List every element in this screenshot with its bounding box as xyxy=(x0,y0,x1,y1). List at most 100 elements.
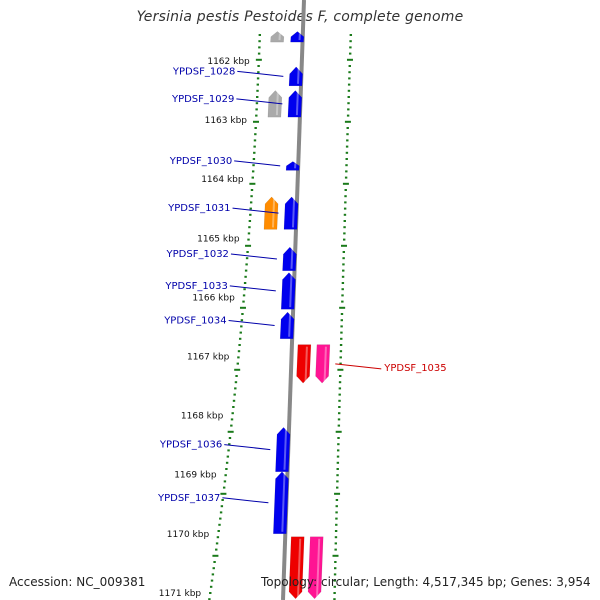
accession-text: Accession: NC_009381 xyxy=(9,575,146,589)
right-guide-tick xyxy=(336,449,340,452)
left-guide-tick xyxy=(239,306,246,309)
right-guide-tick xyxy=(345,158,348,160)
gene-arrow[interactable] xyxy=(287,90,303,118)
left-guide-tick xyxy=(209,592,212,594)
right-guide-tick xyxy=(339,344,343,346)
gene-arrow[interactable] xyxy=(315,344,331,384)
left-guide-tick xyxy=(215,542,219,545)
gene-highlight xyxy=(283,429,288,470)
left-guide-tick xyxy=(247,232,251,235)
left-guide-tick xyxy=(232,399,236,402)
gene-arrow[interactable] xyxy=(282,246,297,272)
left-guide-tick xyxy=(213,561,216,563)
right-guide-tick xyxy=(348,65,351,67)
gene-arrow[interactable] xyxy=(273,471,289,535)
gene-label[interactable]: YPDSF_1032 xyxy=(166,249,229,260)
gene-arrow[interactable] xyxy=(263,196,279,230)
left-guide-tick xyxy=(240,319,244,322)
left-guide-tick xyxy=(252,164,255,167)
right-guide-tick xyxy=(336,468,339,470)
ruler-label: 1169 kbp xyxy=(174,471,217,481)
left-guide-tick xyxy=(257,52,261,55)
gene-arrow[interactable] xyxy=(288,66,303,87)
right-guide-tick xyxy=(342,182,349,185)
left-guide-tick xyxy=(249,182,256,185)
left-guide-tick xyxy=(245,244,252,247)
gene-arrow[interactable] xyxy=(296,344,312,384)
right-guide-tick xyxy=(341,282,345,284)
left-guide-tick xyxy=(231,412,234,415)
gene-label[interactable]: YPDSF_1031 xyxy=(167,203,230,214)
gene-label-line xyxy=(232,207,279,214)
right-guide-tick xyxy=(336,486,339,489)
left-guide-tick xyxy=(252,120,259,123)
gene-label-line xyxy=(335,363,382,370)
ruler-label: 1164 kbp xyxy=(201,175,244,185)
right-guide-tick xyxy=(342,263,345,266)
gene-label[interactable]: YPDSF_1030 xyxy=(169,156,232,167)
gene-arrow[interactable] xyxy=(270,31,285,43)
left-guide-tick xyxy=(220,505,224,508)
gene-highlight xyxy=(290,249,294,269)
gene-label-line xyxy=(229,285,276,292)
gene-arrow[interactable] xyxy=(267,90,283,118)
right-guide-tick xyxy=(334,561,337,563)
gene-highlight xyxy=(316,538,321,597)
gene-label[interactable]: YPDSF_1029 xyxy=(171,94,234,105)
right-guide-tick xyxy=(346,114,350,117)
gene-highlight xyxy=(281,473,286,532)
gene-arrow[interactable] xyxy=(275,427,291,472)
left-guide-tick xyxy=(242,294,246,297)
left-guide-tick xyxy=(251,176,254,179)
right-guide-tick xyxy=(334,492,341,495)
right-guide-tick xyxy=(349,34,353,36)
right-guide-tick xyxy=(333,585,336,588)
right-guide-tick xyxy=(344,195,347,198)
left-guide-tick xyxy=(228,437,232,439)
right-guide-tick xyxy=(336,480,339,483)
right-guide-tick xyxy=(341,288,344,291)
left-guide-tick xyxy=(221,499,224,501)
left-guide-tick xyxy=(225,461,229,464)
right-guide-tick xyxy=(344,189,347,191)
right-guide-tick xyxy=(333,598,336,600)
gene-label-line xyxy=(228,319,275,326)
gene-label[interactable]: YPDSF_1037 xyxy=(157,493,220,504)
right-guide-tick xyxy=(335,517,338,520)
gene-arrow[interactable] xyxy=(280,272,296,310)
left-guide-tick xyxy=(256,83,260,86)
gene-arrow[interactable] xyxy=(285,161,300,171)
gene-highlight xyxy=(275,92,279,116)
left-guide-tick xyxy=(243,282,247,284)
gene-arrow[interactable] xyxy=(288,536,305,600)
gene-label-line xyxy=(236,98,283,105)
right-guide-tick xyxy=(347,89,351,92)
right-guide-tick xyxy=(334,548,337,551)
gene-label[interactable]: YPDSF_1034 xyxy=(163,315,226,326)
right-guide-tick xyxy=(347,96,350,98)
gene-arrow[interactable] xyxy=(307,536,324,600)
right-guide-tick xyxy=(346,139,349,142)
left-guide-tick xyxy=(222,486,226,489)
left-guide-tick xyxy=(238,344,241,346)
gene-label[interactable]: YPDSF_1028 xyxy=(172,66,235,77)
left-guide-tick xyxy=(218,523,221,526)
gene-arrow[interactable] xyxy=(290,31,305,43)
ruler-label: 1166 kbp xyxy=(192,293,235,303)
ruler-label: 1170 kbp xyxy=(167,530,210,540)
gene-label[interactable]: YPDSF_1035 xyxy=(383,363,446,374)
left-guide-tick xyxy=(251,170,255,173)
left-guide-tick xyxy=(211,573,215,576)
left-guide-tick xyxy=(250,195,253,198)
left-guide-tick xyxy=(258,40,261,43)
gene-label[interactable]: YPDSF_1036 xyxy=(159,440,222,451)
right-guide-tick xyxy=(340,337,343,340)
left-guide-tick xyxy=(235,375,238,377)
left-guide-tick xyxy=(257,71,260,74)
ruler-label: 1165 kbp xyxy=(197,234,240,244)
gene-label[interactable]: YPDSF_1033 xyxy=(164,281,227,292)
gene-arrow[interactable] xyxy=(279,311,295,340)
gene-arrow[interactable] xyxy=(283,196,299,230)
left-guide-tick xyxy=(257,65,260,67)
